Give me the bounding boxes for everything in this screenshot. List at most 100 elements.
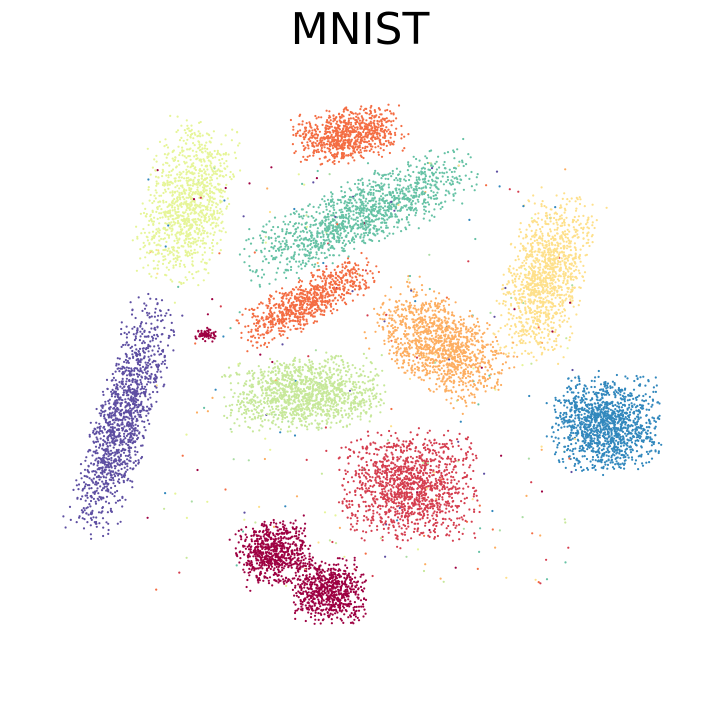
data-point	[173, 206, 176, 209]
data-point	[262, 552, 265, 555]
data-point	[411, 199, 414, 203]
data-point	[141, 202, 144, 205]
data-point	[156, 350, 160, 353]
data-point	[402, 303, 405, 307]
data-point	[347, 269, 350, 272]
data-point	[555, 221, 558, 224]
data-point	[157, 267, 160, 270]
data-point	[460, 366, 463, 369]
data-point	[634, 430, 637, 433]
data-point	[157, 344, 160, 347]
data-point	[183, 129, 186, 132]
data-point	[351, 364, 354, 367]
data-point	[127, 397, 130, 400]
data-point	[536, 307, 539, 310]
data-point	[570, 379, 573, 382]
data-point	[527, 317, 530, 321]
data-point	[359, 575, 362, 578]
data-point	[136, 450, 139, 454]
data-point	[346, 370, 349, 373]
data-point	[211, 174, 214, 177]
data-point	[585, 223, 588, 226]
data-point	[565, 240, 568, 243]
data-point	[315, 144, 318, 147]
data-point	[377, 153, 380, 156]
data-point	[169, 209, 172, 212]
data-point	[219, 162, 222, 165]
data-point	[221, 220, 224, 223]
data-point	[86, 484, 89, 487]
data-point	[194, 335, 197, 338]
data-point	[429, 441, 432, 444]
data-point	[335, 563, 338, 567]
data-point	[405, 446, 408, 449]
data-point	[153, 353, 156, 356]
data-point	[280, 575, 283, 578]
data-point	[372, 193, 375, 197]
data-point	[332, 563, 335, 566]
data-point	[271, 407, 274, 411]
points-layer	[62, 103, 663, 625]
data-point	[536, 273, 539, 276]
data-point	[273, 216, 277, 219]
data-point	[322, 235, 325, 238]
data-point	[155, 363, 158, 366]
data-point	[186, 243, 189, 246]
data-point	[339, 585, 342, 589]
data-point	[136, 411, 139, 414]
data-point	[229, 382, 232, 385]
data-point	[554, 396, 557, 399]
data-point	[498, 302, 501, 305]
data-point	[312, 216, 315, 219]
data-point	[538, 262, 542, 265]
data-point	[190, 124, 193, 127]
data-point	[518, 228, 521, 231]
data-point	[648, 440, 652, 443]
data-point	[332, 367, 335, 370]
data-point	[428, 500, 431, 503]
data-point	[362, 615, 365, 618]
data-point	[357, 178, 360, 182]
data-point	[606, 449, 610, 452]
data-point	[257, 377, 260, 380]
data-point	[530, 481, 533, 484]
data-point	[533, 202, 536, 205]
data-point	[348, 503, 351, 506]
data-point	[192, 240, 195, 243]
data-point	[405, 449, 408, 452]
data-point	[301, 261, 304, 264]
data-point	[536, 239, 539, 242]
data-point	[301, 182, 304, 185]
data-point	[526, 253, 529, 256]
data-point	[578, 196, 581, 199]
data-point	[276, 267, 280, 270]
data-point	[354, 615, 357, 618]
data-point	[295, 134, 298, 137]
data-point	[457, 376, 460, 379]
data-point	[424, 205, 427, 208]
data-point	[217, 216, 220, 219]
data-point	[89, 505, 92, 508]
data-point	[326, 361, 329, 364]
data-point	[594, 468, 597, 471]
data-point	[311, 406, 314, 410]
data-point	[372, 512, 375, 515]
data-point	[171, 209, 174, 212]
data-point	[131, 387, 134, 391]
data-point	[434, 309, 437, 312]
data-point	[289, 319, 292, 322]
data-point	[428, 210, 431, 213]
data-point	[263, 370, 266, 373]
data-point	[531, 235, 534, 238]
data-point	[629, 451, 633, 454]
data-point	[251, 374, 254, 377]
data-point	[581, 430, 584, 433]
data-point	[173, 239, 176, 242]
data-point	[571, 275, 574, 278]
data-point	[285, 322, 288, 325]
data-point	[270, 413, 273, 416]
data-point	[331, 283, 334, 286]
data-point	[263, 533, 266, 536]
data-point	[639, 406, 642, 409]
data-point	[415, 176, 418, 179]
